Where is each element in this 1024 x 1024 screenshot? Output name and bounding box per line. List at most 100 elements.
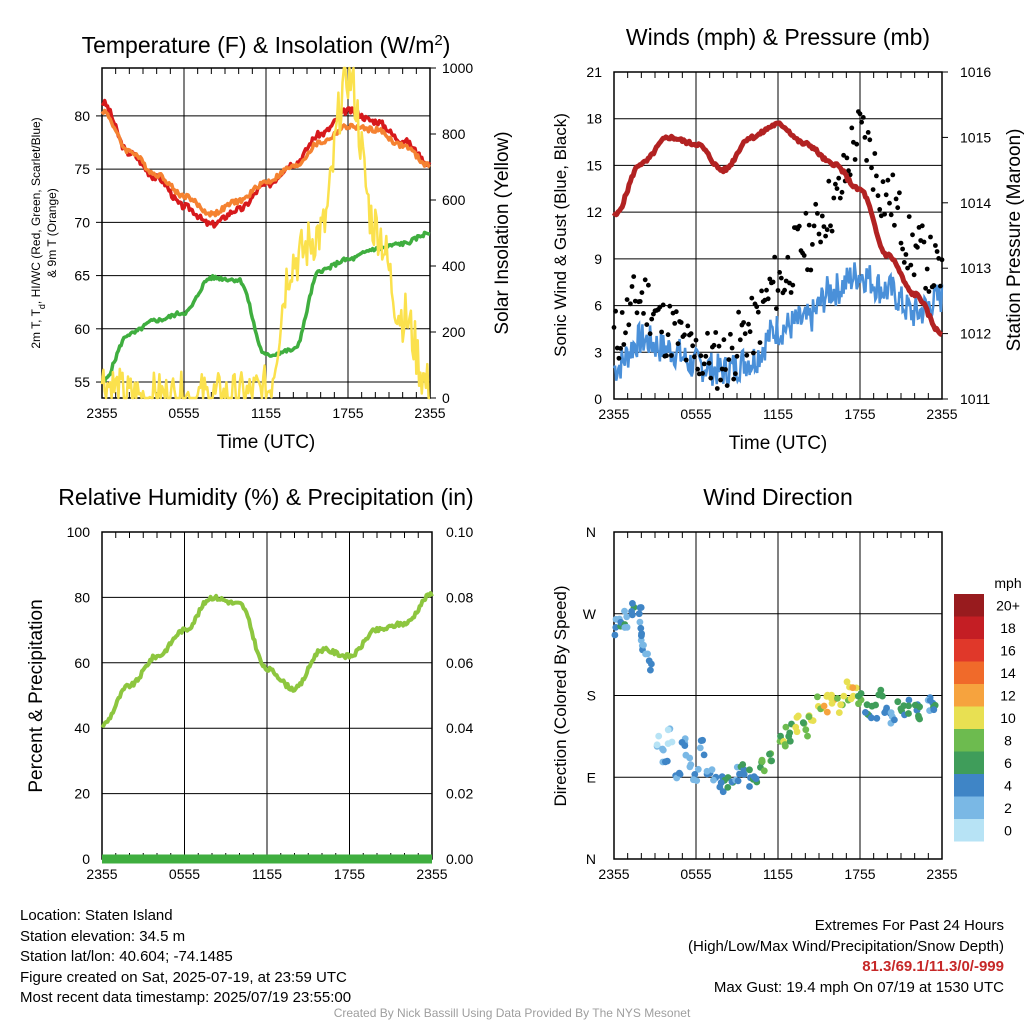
gust-point [928, 234, 933, 240]
y-tick-label: 65 [74, 268, 90, 284]
gust-point [646, 282, 651, 288]
colorbar-label: 6 [1004, 755, 1012, 771]
gust-point [898, 240, 904, 246]
credit-text: Created By Nick Bassill Using Data Provi… [333, 1006, 691, 1020]
x-tick-label: 2355 [414, 405, 445, 421]
direction-point [777, 732, 784, 740]
y2-tick-label: 1015 [960, 129, 991, 145]
series-line-sonic-wind [612, 262, 944, 387]
direction-point [659, 746, 667, 754]
direction-point [739, 761, 747, 768]
y-tick-label: 12 [586, 204, 602, 220]
y-tick-label: 9 [594, 251, 602, 267]
gust-point [628, 301, 633, 307]
gust-point [826, 178, 832, 184]
gust-point [726, 357, 732, 362]
direction-point [916, 703, 923, 711]
colorbar-unit-label: mph [994, 575, 1021, 591]
colorbar-swatch [954, 774, 984, 797]
gust-point [624, 297, 630, 302]
y2-tick-label: 1011 [960, 391, 990, 407]
gust-point [939, 257, 945, 263]
gust-point [774, 306, 779, 311]
gust-point [734, 353, 740, 359]
gust-point [888, 212, 894, 218]
gust-point [852, 157, 858, 162]
direction-point [849, 684, 857, 692]
direction-point [881, 709, 889, 716]
temperature-insolation-panel: 2355 0555 1155 1755 2355 Temperature (F) & In… [29, 32, 513, 454]
gust-point [841, 152, 846, 158]
colorbar-swatch [954, 661, 984, 684]
gust-point [751, 350, 756, 356]
y2-tick-label: 1000 [442, 60, 473, 76]
gust-point [764, 287, 769, 293]
direction-point [897, 705, 905, 713]
gust-point [811, 223, 817, 229]
gust-point [767, 276, 773, 282]
direction-point [690, 776, 697, 784]
direction-point [887, 709, 895, 717]
direction-point [760, 767, 768, 775]
y2-tick-label: 800 [442, 126, 466, 142]
x-tick-label: 2355 [598, 866, 629, 882]
direction-point [915, 714, 923, 722]
series-line-station-pressure [611, 120, 944, 337]
gust-point [688, 331, 694, 336]
y-tick-label: 0 [594, 391, 602, 407]
x-axis-label: Time (UTC) [217, 432, 316, 453]
gust-point [921, 239, 927, 245]
y2-tick-label: 1014 [960, 195, 991, 211]
gust-point [824, 227, 830, 233]
y2-tick-label: 0.04 [446, 720, 473, 736]
gust-point [736, 309, 741, 315]
gust-point [931, 283, 937, 288]
gust-point [901, 260, 907, 265]
location-text: Location: Staten Island [20, 907, 173, 924]
gust-point [718, 377, 723, 383]
direction-point [905, 710, 912, 717]
direction-point [840, 692, 848, 700]
direction-point [629, 600, 636, 607]
y2-tick-label: 0 [442, 390, 450, 406]
direction-point [879, 692, 886, 700]
direction-point [837, 701, 845, 709]
colorbar-label: 18 [1000, 620, 1016, 636]
created-text: Figure created on Sat, 2025-07-19, at 23… [20, 968, 347, 986]
gust-point [711, 342, 717, 348]
gust-point [870, 187, 876, 193]
gust-point [619, 310, 625, 315]
gust-point [660, 302, 666, 308]
gust-point [788, 290, 794, 295]
y-tick-label: 60 [74, 655, 90, 671]
gust-point [887, 200, 892, 206]
direction-point [664, 740, 672, 747]
gust-point [706, 360, 712, 366]
y-axis-label: Percent & Precipitation [26, 599, 47, 792]
gust-point [647, 331, 653, 337]
y2-tick-label: 400 [442, 258, 466, 274]
direction-point [640, 641, 647, 649]
gust-point [698, 353, 704, 359]
gust-point [815, 211, 820, 216]
gust-point [883, 192, 889, 198]
direction-point [847, 695, 855, 703]
gust-point [849, 125, 855, 131]
gust-point [864, 158, 869, 163]
direction-point [877, 686, 885, 694]
gust-point [641, 311, 646, 316]
gust-point [821, 224, 827, 230]
gust-point [897, 190, 902, 196]
y-tick-label: 100 [67, 524, 91, 540]
direction-point [682, 751, 690, 759]
gust-point [854, 141, 860, 147]
gust-point [621, 342, 627, 347]
gust-point [618, 346, 623, 351]
gust-point [664, 353, 669, 359]
y2-tick-label: 200 [442, 324, 466, 340]
direction-point [750, 773, 758, 781]
y2-tick-label: 600 [442, 192, 466, 208]
gust-point [872, 151, 878, 156]
y-tick-label: S [587, 688, 596, 704]
gust-point [865, 130, 871, 135]
